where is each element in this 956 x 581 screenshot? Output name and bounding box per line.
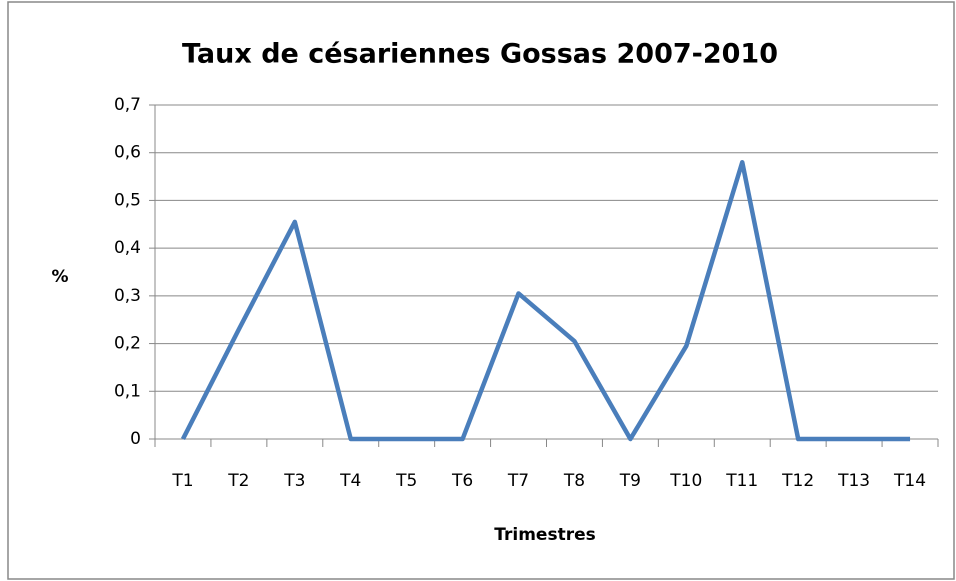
x-tick-label: T13 <box>837 471 870 491</box>
x-tick-label: T11 <box>725 471 758 491</box>
y-tick-label: 0,6 <box>114 143 141 163</box>
x-axis-label: Trimestres <box>494 525 595 545</box>
x-tick-label: T5 <box>395 471 417 491</box>
x-tick-label: T7 <box>507 471 529 491</box>
y-tick-label: 0,3 <box>114 286 141 306</box>
y-tick-label: 0,4 <box>114 238 141 258</box>
chart-frame <box>7 1 955 580</box>
y-tick-label: 0,7 <box>114 95 141 115</box>
x-tick-label: T3 <box>283 471 305 491</box>
x-tick-label: T8 <box>563 471 585 491</box>
x-tick-label: T4 <box>339 471 361 491</box>
x-tick-label: T12 <box>781 471 814 491</box>
y-tick-label: 0 <box>130 429 141 449</box>
y-tick-label: 0,1 <box>114 381 141 401</box>
x-tick-label: T6 <box>451 471 473 491</box>
x-tick-label: T14 <box>893 471 926 491</box>
x-tick-label: T10 <box>669 471 702 491</box>
y-tick-label: 0,5 <box>114 190 141 210</box>
data-line <box>180 160 911 442</box>
x-tick-label: T2 <box>227 471 249 491</box>
x-tick-label: T1 <box>171 471 193 491</box>
chart-title: Taux de césariennes Gossas 2007-2010 <box>182 39 778 70</box>
x-tick-label: T9 <box>619 471 641 491</box>
y-tick-label: 0,2 <box>114 334 141 354</box>
y-axis-label: % <box>51 267 68 287</box>
